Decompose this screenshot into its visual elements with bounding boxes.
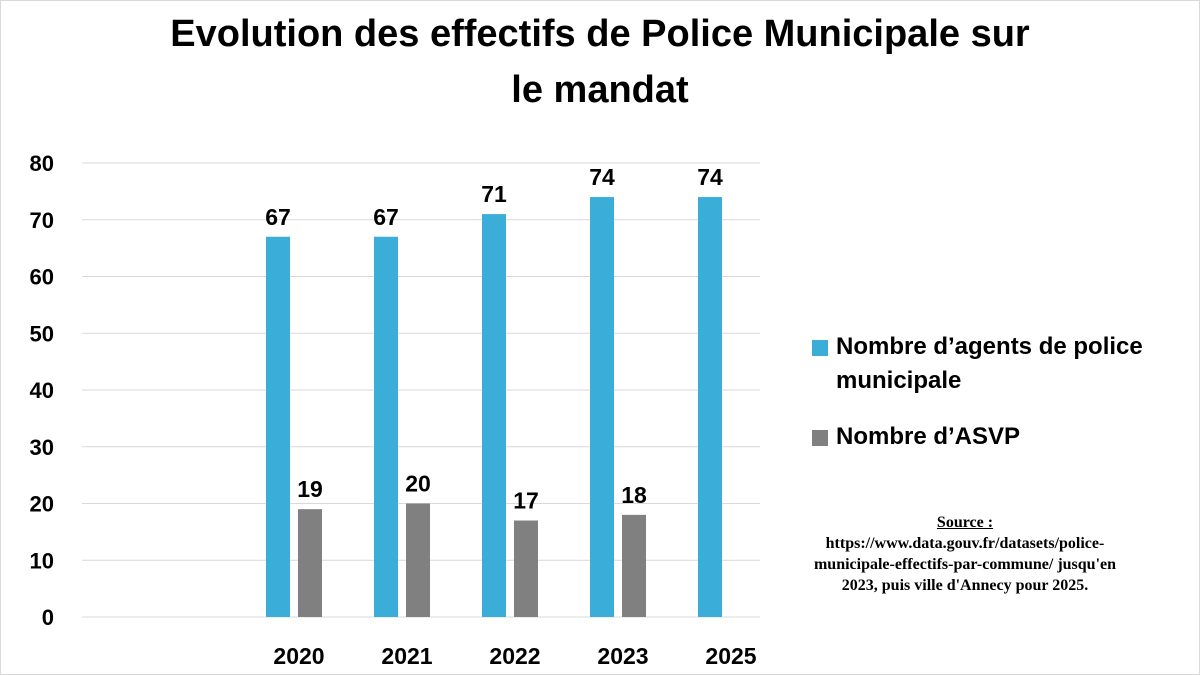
data-label-0-2023: 74: [589, 164, 615, 190]
legend-swatch-asvp: [812, 430, 828, 446]
data-label-0-2021: 67: [373, 204, 399, 230]
legend-label-police-line-2: municipale: [836, 367, 962, 394]
data-label-0-2022: 71: [481, 181, 507, 207]
source-line-1: https://www.data.gouv.fr/datasets/police…: [825, 535, 1105, 552]
data-label-0-2025: 74: [697, 164, 723, 190]
y-tick-label-20: 20: [30, 492, 54, 517]
bar-0-2022: [482, 214, 506, 617]
data-label-0-2020: 67: [265, 204, 291, 230]
legend-label-asvp: Nombre d’ASVP: [836, 423, 1021, 450]
legend-swatch-police: [812, 340, 828, 356]
y-tick-label-50: 50: [30, 321, 54, 346]
source-line-3: 2023, puis ville d'Annecy pour 2025.: [841, 577, 1089, 594]
bar-1-2023: [622, 514, 646, 617]
legend: Nombre d’agents de police municipale Nom…: [812, 330, 1192, 454]
x-tick-label-2022: 2022: [489, 643, 540, 669]
bar-1-2022: [514, 520, 538, 617]
y-tick-label-80: 80: [30, 151, 54, 176]
data-label-1-2022: 17: [513, 488, 539, 514]
x-tick-label-2021: 2021: [381, 643, 432, 669]
chart-title-line-2: le mandat: [511, 69, 689, 111]
x-tick-label-2020: 2020: [273, 643, 324, 669]
bar-0-2021: [374, 236, 398, 617]
data-label-1-2020: 19: [297, 476, 323, 502]
y-tick-label-10: 10: [30, 548, 54, 573]
bar-0-2025: [698, 197, 722, 618]
bar-0-2023: [590, 197, 614, 618]
y-tick-label-70: 70: [30, 208, 54, 233]
x-tick-label-2025: 2025: [705, 643, 756, 669]
y-tick-label-60: 60: [30, 265, 54, 290]
bar-1-2020: [298, 509, 322, 617]
legend-item-asvp: Nombre d’ASVP: [812, 420, 1192, 454]
chart-title: Evolution des effectifs de Police Munici…: [0, 6, 1200, 118]
y-tick-label-40: 40: [30, 378, 54, 403]
legend-item-police: Nombre d’agents de police municipale: [812, 330, 1192, 398]
x-tick-label-2023: 2023: [597, 643, 648, 669]
chart-title-line-1: Evolution des effectifs de Police Munici…: [170, 13, 1030, 55]
bar-1-2021: [406, 503, 430, 617]
legend-label-police-line-1: Nombre d’agents de police: [836, 333, 1143, 360]
source-line-2: municipale-effectifs-par-commune/ jusqu'…: [813, 556, 1117, 573]
bar-0-2020: [266, 236, 290, 617]
data-label-1-2021: 20: [405, 471, 431, 497]
y-tick-label-30: 30: [30, 435, 54, 460]
source-note: Source : https://www.data.gouv.fr/datase…: [770, 512, 1160, 596]
source-label: Source :: [936, 514, 994, 531]
y-tick-label-0: 0: [42, 605, 54, 630]
data-label-1-2023: 18: [621, 482, 647, 508]
